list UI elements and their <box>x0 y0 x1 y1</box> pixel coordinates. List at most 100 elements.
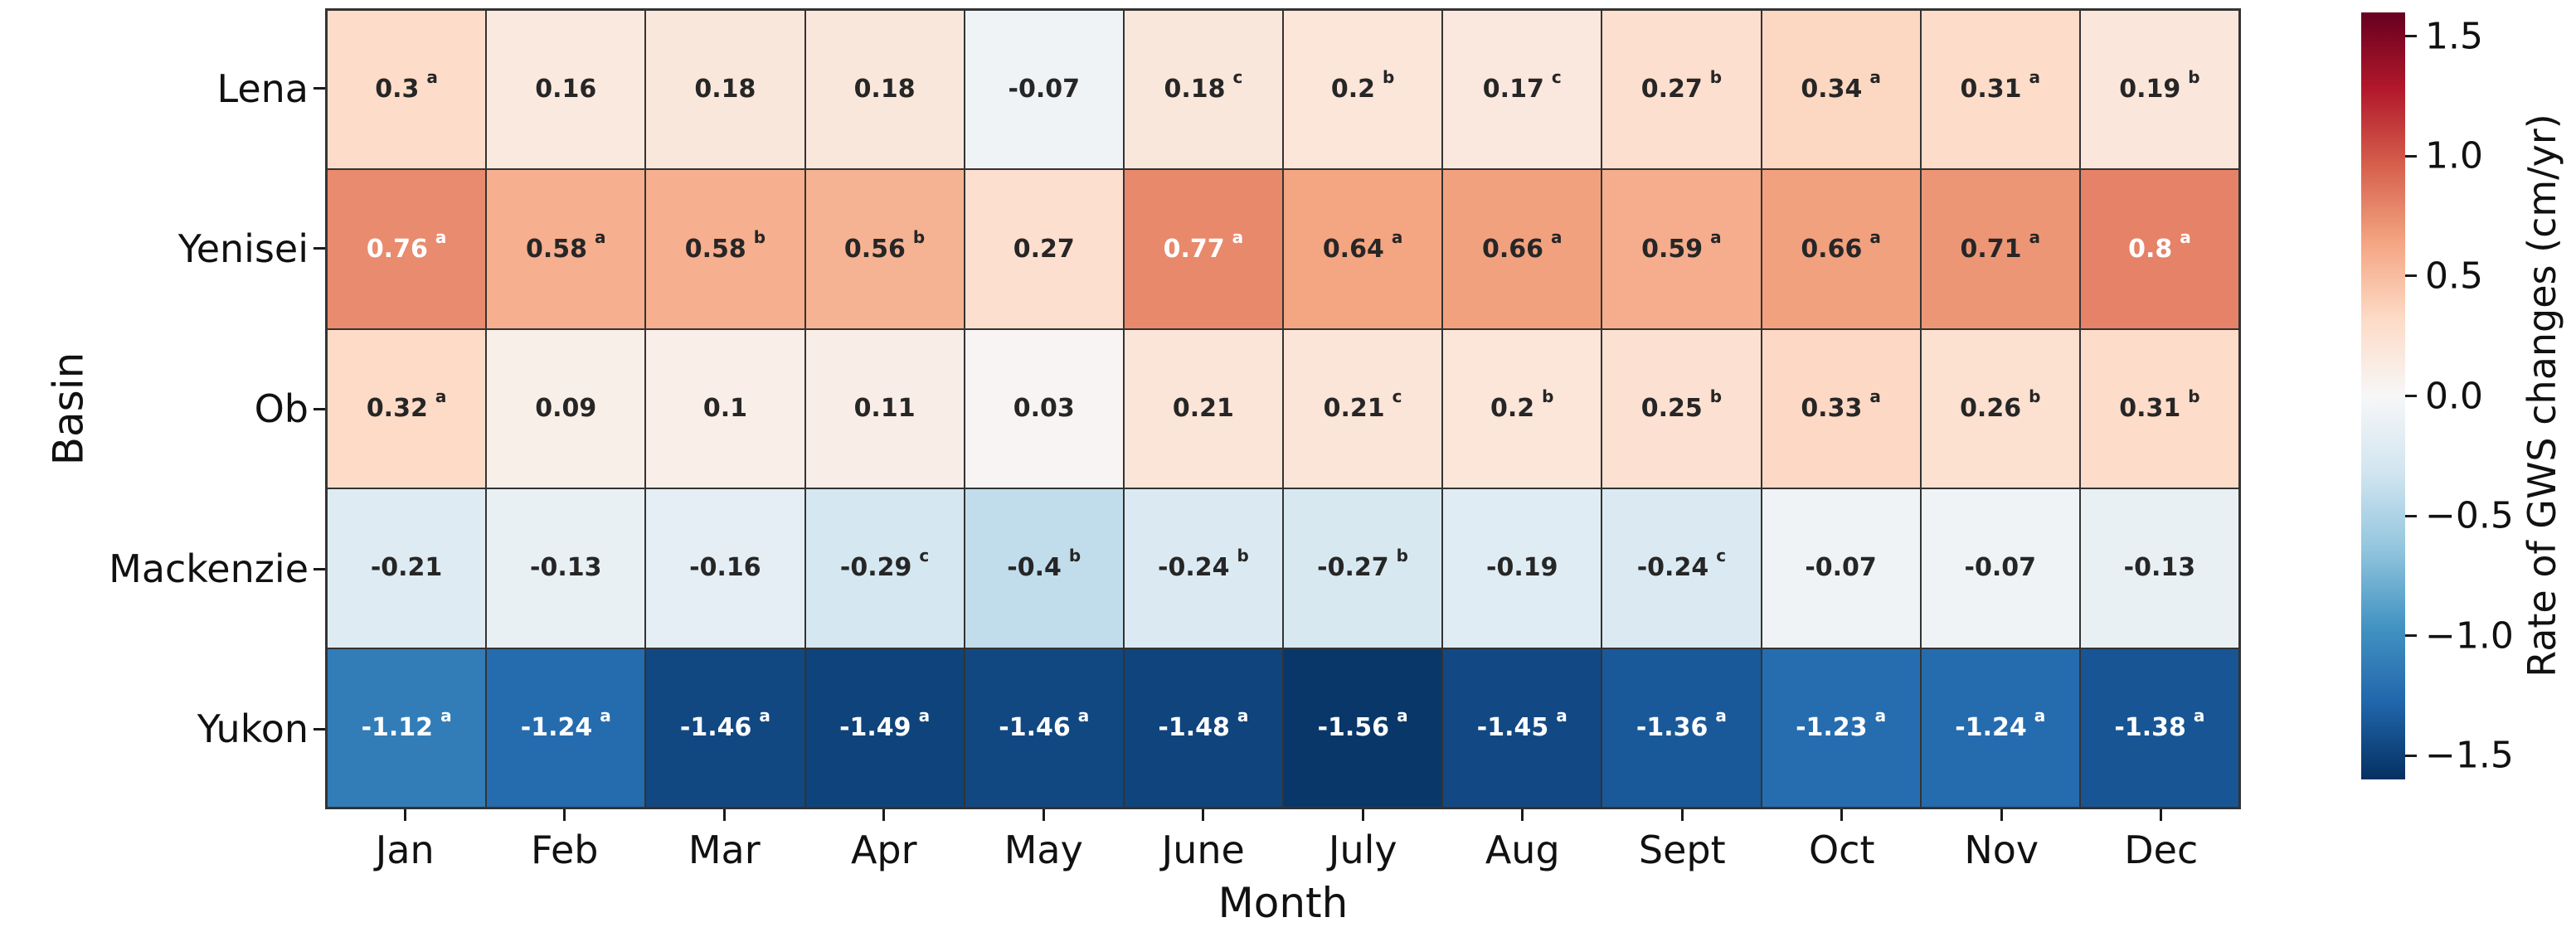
heatmap-cell: -0.24 c <box>1602 489 1761 648</box>
heatmap-cell: 0.21 <box>1124 329 1282 488</box>
cell-value: 0.18 <box>853 75 916 104</box>
cell-significance-superscript: c <box>1232 67 1243 88</box>
y-tick-label-mackenzie: Mackenzie <box>109 546 309 592</box>
cell-value: -1.46 <box>999 712 1071 742</box>
heatmap-cell: -0.13 <box>2080 489 2238 648</box>
x-tick <box>403 809 406 821</box>
heatmap-cell: 0.2 b <box>1284 11 1442 169</box>
y-tick-label-yenisei: Yenisei <box>177 226 309 271</box>
y-tick <box>313 727 325 731</box>
heatmap-cell: -1.46 a <box>965 648 1123 807</box>
cell-value: 0.11 <box>853 393 916 423</box>
cell-significance-superscript: a <box>2193 705 2205 726</box>
cell-value: -1.23 <box>1796 712 1868 742</box>
colorbar-tick-label: −1.0 <box>2425 614 2514 658</box>
cell-significance-superscript: a <box>1232 226 1244 247</box>
cell-value: -0.13 <box>530 553 602 583</box>
heatmap-cell: 0.31 a <box>1921 11 2079 169</box>
heatmap-cell: 0.18 <box>805 11 964 169</box>
cell-value: -0.19 <box>1486 553 1558 583</box>
heatmap-cell: 0.2 b <box>1443 329 1601 488</box>
heatmap-cell: 0.56 b <box>805 170 964 328</box>
x-tick <box>1361 809 1364 821</box>
cell-value: 0.64 <box>1322 234 1384 264</box>
heatmap-cell: -1.38 a <box>2080 648 2238 807</box>
cell-significance-superscript: a <box>1077 705 1090 726</box>
cell-significance-superscript: b <box>753 226 766 247</box>
cell-value: -0.27 <box>1317 553 1389 583</box>
y-tick <box>313 567 325 570</box>
cell-value: 0.17 <box>1482 75 1544 104</box>
heatmap-cell: 0.26 b <box>1921 329 2079 488</box>
colorbar-tick-label: −1.5 <box>2425 734 2514 777</box>
y-tick-label-ob: Ob <box>254 386 309 431</box>
heatmap-cell: 0.09 <box>487 329 645 488</box>
cell-value: -0.16 <box>689 553 761 583</box>
cell-value: 0.21 <box>1172 393 1234 423</box>
heatmap-cell: -1.56 a <box>1284 648 1442 807</box>
y-tick <box>313 247 325 250</box>
heatmap-cell: 0.58 b <box>646 170 804 328</box>
cell-significance-superscript: a <box>1869 226 1881 247</box>
heatmap-cell: 0.33 a <box>1762 329 1920 488</box>
cell-significance-superscript: b <box>1709 67 1723 88</box>
heatmap-cell: -1.24 a <box>487 648 645 807</box>
cell-significance-superscript: a <box>440 705 452 726</box>
cell-significance-superscript: b <box>2029 386 2041 406</box>
cell-value: 0.56 <box>843 234 906 264</box>
cell-value: -1.24 <box>1955 712 2027 742</box>
cell-significance-superscript: b <box>1709 386 1723 406</box>
colorbar-tick-label: 1.5 <box>2425 15 2483 58</box>
x-tick <box>2000 809 2003 821</box>
colorbar-tick <box>2405 154 2417 158</box>
x-tick-label-mar: Mar <box>688 828 761 872</box>
heatmap-cell: -0.07 <box>965 11 1123 169</box>
x-tick-label-july: July <box>1328 828 1397 872</box>
cell-value: 0.16 <box>535 75 597 104</box>
x-tick-label-sept: Sept <box>1638 828 1726 872</box>
cell-significance-superscript: a <box>759 705 770 726</box>
cell-value: 0.76 <box>366 234 428 264</box>
cell-value: 0.18 <box>694 75 756 104</box>
heatmap-cell: -0.27 b <box>1284 489 1442 648</box>
cell-value: -1.46 <box>679 712 752 742</box>
cell-significance-superscript: b <box>1237 546 1249 566</box>
colorbar-tick <box>2405 274 2417 278</box>
x-tick <box>1680 809 1684 821</box>
cell-significance-superscript: a <box>600 705 611 726</box>
cell-value: 0.8 <box>2128 234 2173 264</box>
cell-value: -1.56 <box>1317 712 1390 742</box>
cell-significance-superscript: a <box>1556 705 1567 726</box>
cell-value: 0.27 <box>1640 75 1703 104</box>
cell-value: 0.66 <box>1481 234 1543 264</box>
cell-significance-superscript: a <box>1715 705 1727 726</box>
x-tick-label-dec: Dec <box>2124 828 2199 872</box>
cell-value: 0.58 <box>684 234 746 264</box>
cell-value: 0.58 <box>525 234 587 264</box>
cell-significance-superscript: b <box>2188 67 2200 88</box>
cell-value: 0.59 <box>1641 234 1704 264</box>
cell-value: -1.38 <box>2114 712 2186 742</box>
heatmap-cell: -0.16 <box>646 489 804 648</box>
cell-significance-superscript: a <box>1391 226 1403 247</box>
cell-value: 0.77 <box>1163 234 1225 264</box>
heatmap-cell: -0.29 c <box>805 489 964 648</box>
heatmap-cell: -1.49 a <box>805 648 964 807</box>
y-axis-title: Basin <box>44 352 93 466</box>
cell-value: -0.07 <box>1805 553 1877 583</box>
cell-value: 0.25 <box>1640 393 1703 423</box>
heatmap-cell: -0.21 <box>328 489 486 648</box>
cell-value: 0.31 <box>1960 75 2022 104</box>
heatmap-cell: -0.19 <box>1443 489 1601 648</box>
cell-value: 0.21 <box>1323 393 1385 423</box>
heatmap-cell: 0.76 a <box>328 170 486 328</box>
cell-significance-superscript: a <box>1237 705 1249 726</box>
cell-value: -0.21 <box>370 553 443 583</box>
cell-value: 0.2 <box>1490 393 1535 423</box>
heatmap-cell: -1.24 a <box>1921 648 2079 807</box>
cell-value: -0.24 <box>1158 553 1230 583</box>
heatmap-cell: -1.45 a <box>1443 648 1601 807</box>
cell-significance-superscript: a <box>918 705 931 726</box>
x-tick <box>1042 809 1045 821</box>
